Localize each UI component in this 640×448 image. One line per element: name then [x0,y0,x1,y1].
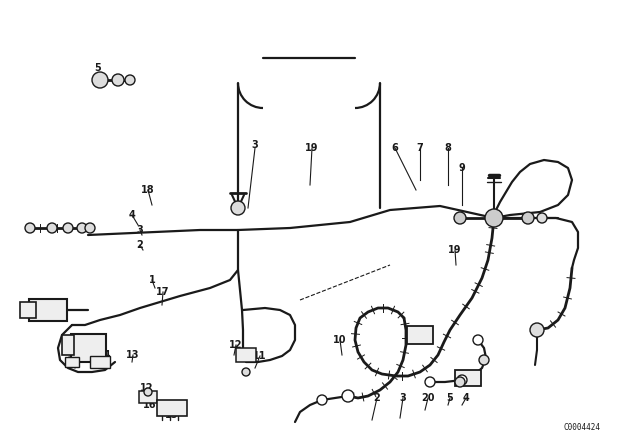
Circle shape [125,75,135,85]
Circle shape [455,377,465,387]
Circle shape [112,74,124,86]
Circle shape [77,223,87,233]
Bar [455,370,481,386]
Circle shape [425,377,435,387]
Text: C0004424: C0004424 [563,423,600,432]
Text: 17: 17 [156,287,170,297]
Text: 10: 10 [333,335,347,345]
Text: 7: 7 [417,143,424,153]
Text: 19: 19 [448,245,461,255]
Text: 4: 4 [463,393,469,403]
Text: 18: 18 [141,185,155,195]
Bar [90,356,110,368]
Text: 14: 14 [99,350,112,360]
Text: 13: 13 [126,350,140,360]
Bar [139,391,157,403]
Circle shape [242,368,250,376]
Circle shape [144,388,152,396]
Text: 20: 20 [421,393,435,403]
Circle shape [231,201,245,215]
Circle shape [47,223,57,233]
Circle shape [530,323,544,337]
Text: 5: 5 [447,393,453,403]
Text: 4: 4 [129,210,136,220]
Circle shape [485,209,503,227]
Text: 16: 16 [143,400,157,410]
Bar [62,335,74,355]
Circle shape [63,223,73,233]
Circle shape [473,335,483,345]
Circle shape [454,212,466,224]
Text: 12: 12 [229,340,243,350]
Text: 12: 12 [67,350,81,360]
Text: 6: 6 [392,143,398,153]
Text: 2: 2 [136,240,143,250]
Circle shape [342,390,354,402]
Circle shape [522,212,534,224]
Text: 5: 5 [95,63,101,73]
Circle shape [25,223,35,233]
Text: 3: 3 [252,140,259,150]
Circle shape [85,223,95,233]
Bar [29,299,67,321]
Text: 9: 9 [459,163,465,173]
Bar [407,326,433,344]
Text: 11: 11 [253,351,267,361]
Bar [157,400,187,416]
Bar [65,357,79,367]
Circle shape [479,355,489,365]
Bar [20,302,36,318]
Bar [70,334,106,362]
Text: 12: 12 [140,383,154,393]
Text: 19: 19 [305,143,319,153]
Text: 15: 15 [165,410,179,420]
Circle shape [531,324,543,336]
Bar [236,348,256,362]
Text: 3: 3 [136,225,143,235]
Circle shape [457,375,467,385]
Text: 8: 8 [445,143,451,153]
Circle shape [537,213,547,223]
Circle shape [92,72,108,88]
Text: 2: 2 [374,393,380,403]
Text: 3: 3 [399,393,406,403]
Circle shape [317,395,327,405]
Text: 1: 1 [148,275,156,285]
